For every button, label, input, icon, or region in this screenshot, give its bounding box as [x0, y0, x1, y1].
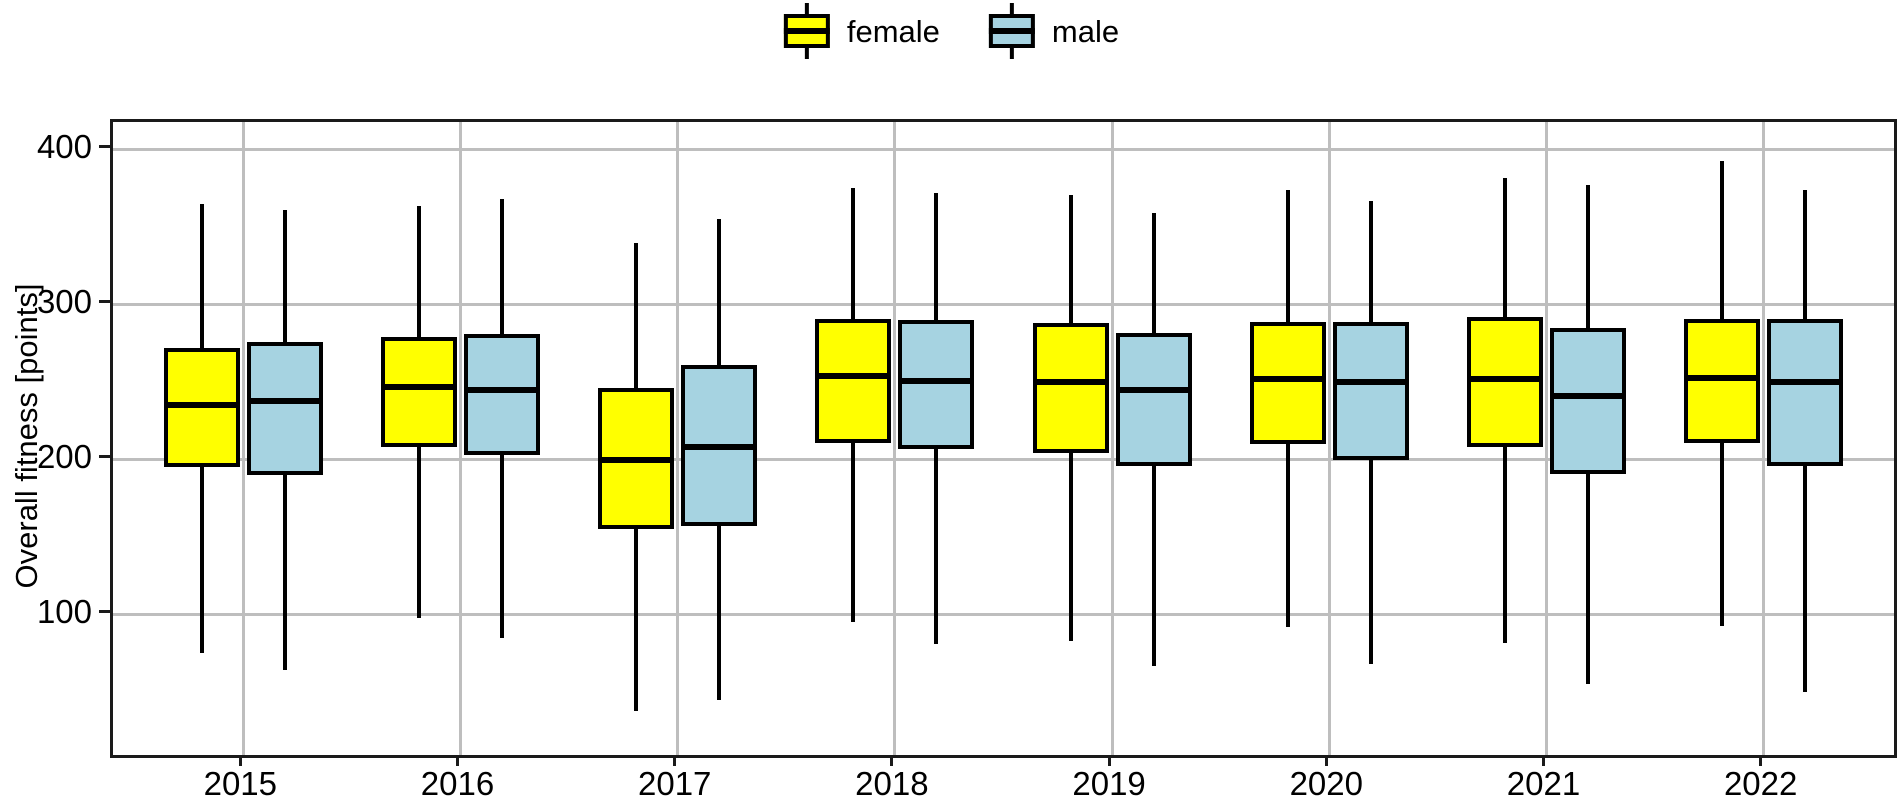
box-male-2021 [1549, 327, 1626, 474]
box-female-2016 [381, 337, 457, 448]
box-male-2019 [1115, 332, 1192, 466]
median-male-2015 [246, 397, 323, 404]
v-gridline-2016 [459, 122, 462, 755]
x-tick-mark-2019 [1107, 755, 1111, 766]
x-tick-mark-2021 [1541, 755, 1545, 766]
legend-item-female: female [783, 3, 940, 59]
v-gridline-2020 [1327, 122, 1331, 755]
median-female-2020 [1249, 376, 1326, 383]
v-gridline-2017 [676, 122, 680, 755]
median-female-2016 [381, 383, 457, 390]
box-female-2022 [1684, 318, 1761, 443]
median-male-2022 [1767, 379, 1844, 386]
x-tick-label-2020: 2020 [1289, 765, 1363, 799]
v-gridline-2021 [1544, 122, 1548, 755]
y-tick-mark-200 [99, 455, 110, 459]
y-tick-label-200: 200 [36, 437, 92, 475]
median-male-2019 [1115, 386, 1192, 393]
median-female-2021 [1466, 376, 1543, 383]
x-tick-mark-2020 [1324, 755, 1328, 766]
h-gridline-400 [113, 148, 1894, 152]
x-tick-label-2022: 2022 [1723, 765, 1798, 799]
v-gridline-2018 [893, 122, 897, 755]
y-tick-mark-300 [99, 300, 110, 304]
x-tick-label-2017: 2017 [637, 765, 712, 799]
plot-panel [110, 119, 1897, 758]
female-boxplot-key-icon [783, 3, 831, 59]
box-female-2021 [1466, 317, 1543, 448]
v-gridline-2022 [1762, 122, 1766, 755]
box-male-2022 [1767, 318, 1844, 466]
x-tick-label-2018: 2018 [855, 765, 929, 799]
median-female-2017 [598, 456, 675, 463]
h-gridline-100 [113, 613, 1894, 617]
x-tick-mark-2015 [238, 755, 242, 766]
x-tick-label-2021: 2021 [1506, 765, 1581, 799]
median-male-2017 [681, 444, 758, 451]
x-tick-mark-2022 [1759, 755, 1763, 766]
legend-label-female: female [846, 13, 940, 49]
x-tick-mark-2017 [673, 755, 677, 766]
median-male-2020 [1332, 379, 1409, 386]
box-male-2015 [246, 341, 323, 476]
x-tick-label-2016: 2016 [420, 765, 495, 799]
h-gridline-200 [113, 458, 1894, 462]
legend-label-male: male [1051, 13, 1120, 49]
box-female-2018 [815, 318, 892, 443]
legend-item-male: male [988, 3, 1119, 59]
y-tick-label-100: 100 [36, 592, 92, 630]
v-gridline-2015 [241, 122, 245, 755]
v-gridline-2019 [1110, 122, 1114, 755]
y-tick-mark-100 [99, 610, 110, 614]
male-boxplot-key-icon [988, 3, 1036, 59]
median-male-2021 [1549, 393, 1626, 400]
x-tick-label-2015: 2015 [203, 765, 278, 799]
x-tick-label-2019: 2019 [1072, 765, 1146, 799]
legend: female male [783, 2, 1119, 60]
y-tick-label-300: 300 [36, 282, 92, 320]
box-female-2019 [1032, 323, 1109, 454]
median-female-2018 [815, 373, 892, 379]
median-female-2019 [1032, 379, 1109, 386]
box-female-2020 [1249, 321, 1326, 445]
median-female-2015 [163, 402, 240, 409]
h-gridline-300 [113, 303, 1894, 307]
median-male-2018 [898, 377, 975, 384]
median-female-2022 [1684, 374, 1761, 381]
x-tick-mark-2016 [456, 755, 459, 766]
y-tick-mark-400 [99, 145, 110, 149]
median-male-2016 [464, 386, 540, 393]
x-tick-mark-2018 [890, 755, 894, 766]
box-male-2016 [464, 334, 540, 456]
box-male-2018 [898, 320, 975, 449]
y-tick-label-400: 400 [36, 127, 92, 165]
box-male-2020 [1332, 321, 1409, 460]
y-axis-title: Overall fitness [points] [9, 283, 44, 589]
